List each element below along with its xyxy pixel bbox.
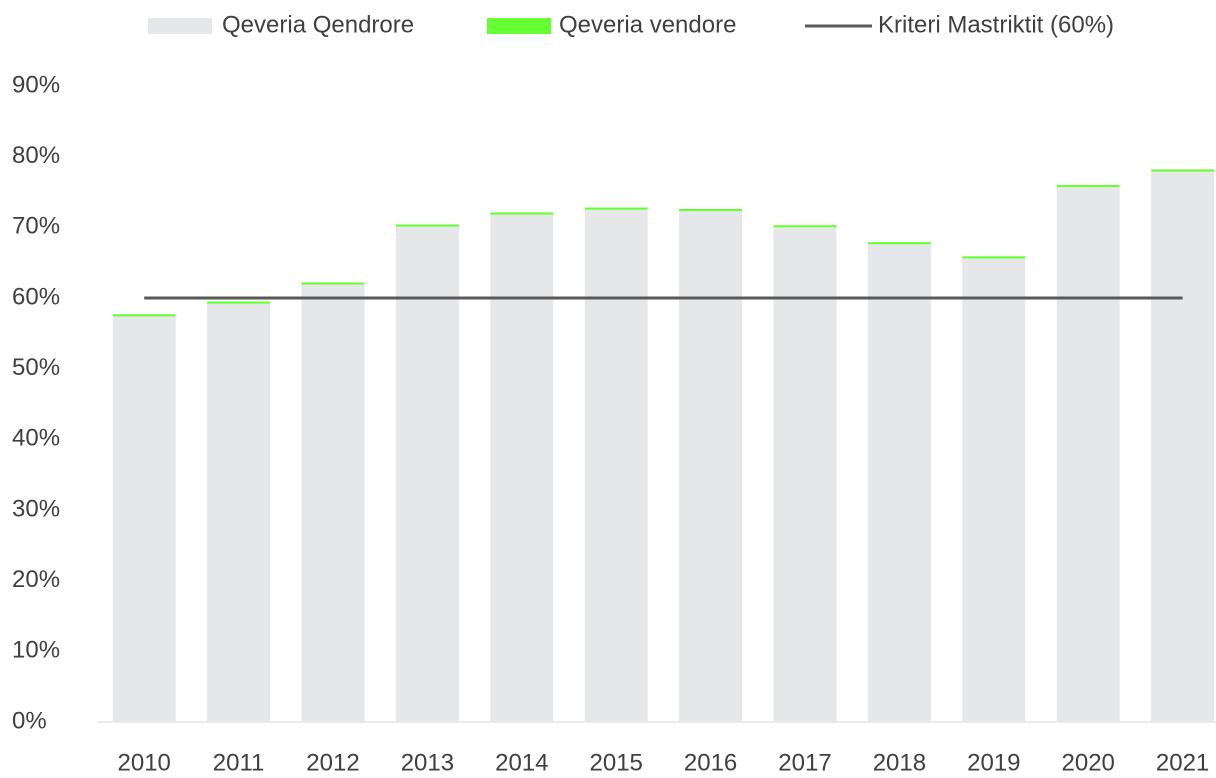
bar-segment	[207, 301, 271, 304]
bar-segment	[490, 212, 554, 215]
bar-segment	[773, 225, 837, 228]
bar-segment	[395, 226, 459, 723]
x-tick-label: 2012	[306, 749, 359, 776]
y-tick-label: 90%	[12, 71, 60, 98]
bar-segment	[207, 303, 271, 722]
bar-segment	[584, 209, 648, 722]
legend-label: Qeveria Qendrore	[222, 11, 414, 38]
bar-segment	[1056, 184, 1120, 188]
legend-label: Kriteri Mastriktit (60%)	[878, 11, 1114, 38]
x-tick-label: 2021	[1156, 749, 1209, 776]
x-tick-label: 2013	[401, 749, 454, 776]
y-tick-label: 60%	[12, 283, 60, 310]
bar-segment	[962, 256, 1026, 259]
x-tick-label: 2014	[495, 749, 548, 776]
x-tick-label: 2020	[1062, 749, 1115, 776]
x-tick-label: 2018	[873, 749, 926, 776]
bar-segment	[962, 258, 1026, 722]
bar-segment	[112, 316, 176, 722]
bar-segment	[867, 244, 931, 722]
x-tick-label: 2019	[967, 749, 1020, 776]
y-tick-label: 70%	[12, 213, 60, 240]
bar-segment	[773, 227, 837, 723]
bar-segment	[1151, 171, 1215, 723]
legend-swatch	[148, 18, 212, 34]
x-tick-label: 2017	[778, 749, 831, 776]
bar-segment	[395, 224, 459, 227]
y-tick-label: 20%	[12, 566, 60, 593]
y-tick-label: 0%	[12, 707, 47, 734]
legend-label: Qeveria vendore	[559, 11, 736, 38]
x-tick-label: 2015	[590, 749, 643, 776]
x-tick-label: 2010	[118, 749, 171, 776]
y-tick-label: 10%	[12, 637, 60, 664]
bar-segment	[301, 284, 365, 722]
y-tick-label: 80%	[12, 142, 60, 169]
y-tick-label: 40%	[12, 425, 60, 452]
bar-segment	[867, 242, 931, 245]
bar-segment	[584, 207, 648, 210]
bar-segment	[112, 314, 176, 317]
legend-swatch	[487, 18, 551, 34]
bar-segment	[301, 282, 365, 285]
bar-segment	[679, 211, 743, 722]
x-tick-label: 2016	[684, 749, 737, 776]
bar-segment	[679, 208, 743, 212]
y-tick-label: 30%	[12, 495, 60, 522]
bar-segment	[490, 214, 554, 722]
y-tick-label: 50%	[12, 354, 60, 381]
bar-segment	[1151, 169, 1215, 172]
x-tick-label: 2011	[213, 749, 265, 776]
bar-segment	[1056, 187, 1120, 722]
